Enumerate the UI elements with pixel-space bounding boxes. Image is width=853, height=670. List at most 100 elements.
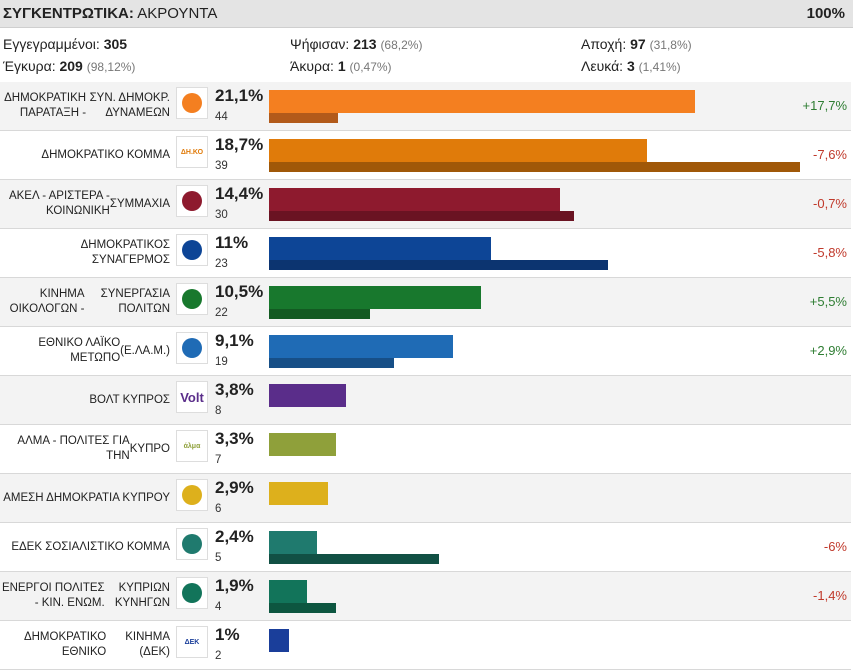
logo-text: ΔΗ.ΚΟ — [180, 148, 204, 156]
party-name-line: ΔΗΜΟΚΡΑΤΙΚΗ ΠΑΡΑΤΑΞΗ - — [4, 92, 87, 119]
change-label: -1,4% — [813, 588, 847, 603]
party-name-line: ΕΘΝΙΚΟ ΛΑΪΚΟ ΜΕΤΩΠΟ — [38, 337, 121, 364]
logo-text: Volt — [180, 389, 204, 405]
party-row: ΕΝΕΡΓΟΙ ΠΟΛΙΤΕΣ - ΚΙΝ. ΕΝΩΜ. ΚΥΠΡΙΩΝ ΚΥΝΗ… — [0, 572, 851, 621]
summary-header: ΣΥΓΚΕΝΤΡΩΤΙΚΑ: ΑΚΡΟΥΝΤΑ 100% — [0, 0, 853, 28]
current-bar — [269, 580, 308, 603]
counted-percent: 100% — [806, 5, 845, 22]
edek-logo-icon — [176, 528, 208, 560]
current-bar — [269, 188, 560, 211]
change-label: -5,8% — [813, 245, 847, 260]
party-name-line: ΑΚΕΛ - ΑΡΙΣΤΕΡΑ - ΚΟΙΝΩΝΙΚΗ — [8, 190, 110, 217]
party-row: ΑΜΕΣΗ ΔΗΜΟΚΡΑΤΙΑ ΚΥΠΡΟΥ 2,9% 6 — [0, 474, 851, 523]
current-bar — [269, 482, 328, 505]
logo-emblem — [182, 534, 202, 554]
party-name: ΕΔΕΚ ΣΟΣΙΑΛΙΣΤΙΚΟ ΚΟΜΜΑ — [0, 523, 170, 571]
percent-label: 21,1% — [215, 86, 264, 105]
disy-logo-icon — [176, 234, 208, 266]
party-row: ΑΚΕΛ - ΑΡΙΣΤΕΡΑ - ΚΟΙΝΩΝΙΚΗ ΣΥΜΜΑΧΙΑ 14,4%… — [0, 180, 851, 229]
votes-label: 19 — [215, 356, 228, 368]
votes-label: 5 — [215, 552, 222, 564]
change-label: -6% — [823, 539, 847, 554]
party-name-line: ΔΗΜΟΚΡΑΤΙΚΟΣ ΣΥΝΑΓΕΡΜΟΣ — [80, 239, 170, 266]
percent-label: 9,1% — [215, 331, 254, 350]
party-row: ΚΙΝΗΜΑ ΟΙΚΟΛΟΓΩΝ - ΣΥΝΕΡΓΑΣΙΑ ΠΟΛΙΤΩΝ 10,5… — [0, 278, 851, 327]
logo-emblem — [182, 583, 202, 603]
party-row: ΔΗΜΟΚΡΑΤΙΚΗ ΠΑΡΑΤΑΞΗ - ΣΥΝ. ΔΗΜΟΚΡ. ΔΥΝΑΜ… — [0, 82, 851, 131]
party-row: ΔΗΜΟΚΡΑΤΙΚΟ ΕΘΝΙΚΟ ΚΙΝΗΜΑ (ΔΕΚ) ΔΕΚ 1% 2 — [0, 621, 851, 670]
votes-label: 7 — [215, 454, 222, 466]
previous-bar — [269, 603, 336, 613]
party-name-line: ΣΥΝΕΡΓΑΣΙΑ ΠΟΛΙΤΩΝ — [100, 288, 170, 315]
party-row: ΒΟΛΤ ΚΥΠΡΟΣ Volt 3,8% 8 — [0, 376, 851, 425]
party-name-line: (Ε.ΛΑ.Μ.) — [120, 344, 170, 357]
previous-bar — [269, 162, 801, 172]
party-name-line: ΕΔΕΚ ΣΟΣΙΑΛΙΣΤΙΚΟ ΚΟΜΜΑ — [11, 540, 170, 553]
previous-bar — [269, 260, 609, 270]
turnout-stats: Εγγεγραμμένοι: 305 Ψήφισαν: 213 (68,2%) … — [0, 28, 853, 80]
previous-bar — [269, 309, 370, 319]
current-bar — [269, 90, 696, 113]
previous-bar — [269, 358, 395, 368]
party-name: ΔΗΜΟΚΡΑΤΙΚΟ ΕΘΝΙΚΟ ΚΙΝΗΜΑ (ΔΕΚ) — [0, 621, 170, 669]
current-bar — [269, 237, 492, 260]
party-name: ΚΙΝΗΜΑ ΟΙΚΟΛΟΓΩΝ - ΣΥΝΕΡΓΑΣΙΑ ΠΟΛΙΤΩΝ — [0, 278, 170, 326]
previous-bar — [269, 211, 575, 221]
abstention-stat: Αποχή: 97 (31,8%) — [581, 36, 692, 52]
change-label: +2,9% — [809, 343, 847, 358]
change-label: -7,6% — [813, 147, 847, 162]
votes-label: 8 — [215, 405, 222, 417]
percent-label: 18,7% — [215, 135, 264, 154]
party-row: ΑΛΜΑ - ΠΟΛΙΤΕΣ ΓΙΑ ΤΗΝ ΚΥΠΡΟ άλμα 3,3% 7 — [0, 425, 851, 474]
percent-label: 10,5% — [215, 282, 264, 301]
percent-label: 11% — [215, 233, 249, 252]
header-title: ΣΥΓΚΕΝΤΡΩΤΙΚΑ: ΑΚΡΟΥΝΤΑ — [3, 5, 218, 22]
akel-logo-icon — [176, 185, 208, 217]
percent-label: 3,3% — [215, 429, 254, 448]
votes-label: 22 — [215, 307, 228, 319]
current-bar — [269, 286, 482, 309]
change-label: +17,7% — [802, 98, 847, 113]
logo-emblem — [182, 93, 202, 113]
party-row: ΕΔΕΚ ΣΟΣΙΑΛΙΣΤΙΚΟ ΚΟΜΜΑ 2,4% 5 -6% — [0, 523, 851, 572]
active-citizens-logo-icon — [176, 577, 208, 609]
previous-bar — [269, 554, 439, 564]
previous-bar — [269, 113, 338, 123]
logo-emblem — [182, 191, 202, 211]
party-name-line: ΕΝΕΡΓΟΙ ΠΟΛΙΤΕΣ - ΚΙΝ. ΕΝΩΜ. — [1, 582, 105, 609]
current-bar — [269, 384, 346, 407]
valid-stat: Έγκυρα: 209 (98,12%) — [3, 58, 136, 74]
votes-label: 30 — [215, 209, 228, 221]
party-name-line: ΒΟΛΤ ΚΥΠΡΟΣ — [89, 393, 170, 406]
votes-label: 39 — [215, 160, 228, 172]
votes-label: 44 — [215, 111, 228, 123]
percent-label: 2,4% — [215, 527, 254, 546]
party-name-line: ΚΥΠΡΙΩΝ ΚΥΝΗΓΩΝ — [114, 582, 170, 609]
party-name-line: ΚΙΝΗΜΑ (ΔΕΚ) — [125, 631, 170, 658]
votes-label: 2 — [215, 650, 222, 662]
logo-text: ΔΕΚ — [184, 638, 200, 646]
party-name-line: ΑΛΜΑ - ΠΟΛΙΤΕΣ ΓΙΑ ΤΗΝ — [17, 435, 130, 462]
party-name: ΔΗΜΟΚΡΑΤΙΚΗ ΠΑΡΑΤΑΞΗ - ΣΥΝ. ΔΗΜΟΚΡ. ΔΥΝΑΜ… — [0, 82, 170, 130]
logo-emblem — [182, 338, 202, 358]
party-name: ΑΛΜΑ - ΠΟΛΙΤΕΣ ΓΙΑ ΤΗΝ ΚΥΠΡΟ — [0, 425, 170, 473]
party-name: ΒΟΛΤ ΚΥΠΡΟΣ — [0, 376, 170, 424]
blank-stat: Λευκά: 3 (1,41%) — [581, 58, 681, 74]
party-name-line: ΔΗΜΟΚΡΑΤΙΚΟ ΕΘΝΙΚΟ — [23, 631, 107, 658]
party-name-line: ΑΜΕΣΗ ΔΗΜΟΚΡΑΤΙΑ ΚΥΠΡΟΥ — [3, 491, 170, 504]
direct-democracy-logo-icon — [176, 479, 208, 511]
party-name: ΔΗΜΟΚΡΑΤΙΚΟ ΚΟΜΜΑ — [0, 131, 170, 179]
party-row: ΔΗΜΟΚΡΑΤΙΚΟ ΚΟΜΜΑ ΔΗ.ΚΟ 18,7% 39 -7,6% — [0, 131, 851, 180]
volt-logo-icon: Volt — [176, 381, 208, 413]
current-bar — [269, 531, 318, 554]
alma-logo-icon: άλμα — [176, 430, 208, 462]
current-bar — [269, 433, 336, 456]
dipa-logo-icon — [176, 87, 208, 119]
current-bar — [269, 335, 453, 358]
party-name-line: ΣΥΝ. ΔΗΜΟΚΡ. ΔΥΝΑΜΕΩΝ — [89, 92, 170, 119]
elam-logo-icon — [176, 332, 208, 364]
party-name: ΑΜΕΣΗ ΔΗΜΟΚΡΑΤΙΑ ΚΥΠΡΟΥ — [0, 474, 170, 522]
votes-label: 23 — [215, 258, 228, 270]
percent-label: 1,9% — [215, 576, 254, 595]
party-row: ΕΘΝΙΚΟ ΛΑΪΚΟ ΜΕΤΩΠΟ (Ε.ΛΑ.Μ.) 9,1% 19 +2,9% — [0, 327, 851, 376]
